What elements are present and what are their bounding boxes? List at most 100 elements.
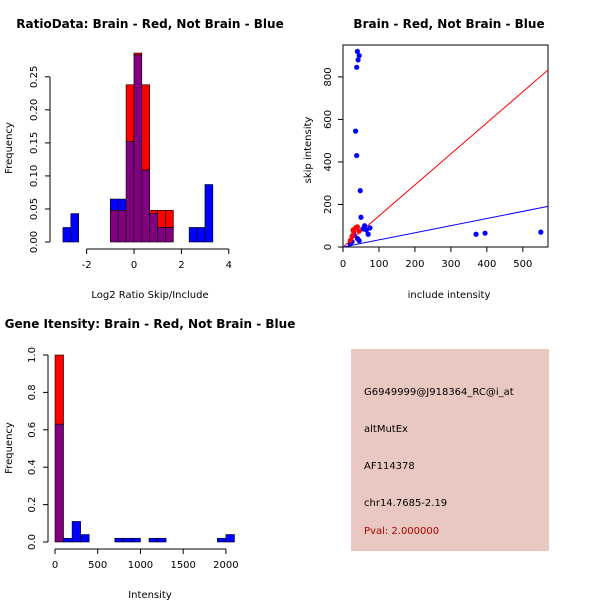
scatter-fit-line-red xyxy=(342,69,549,248)
scatter-point-blue xyxy=(365,231,371,237)
scatter-fit-line-blue xyxy=(342,205,549,248)
probe-id: G6949999@J918364_RC@i_at xyxy=(364,387,514,398)
intensity-bar xyxy=(80,534,90,543)
ratio-y-tick-label: 0.05 xyxy=(29,198,40,220)
ratio-y-tick-label: 0.25 xyxy=(29,66,40,88)
intensity-bar xyxy=(148,537,158,543)
ratio-bar xyxy=(70,213,80,243)
accession-id: AF114378 xyxy=(364,461,415,472)
ratio-bar xyxy=(204,184,214,243)
ratio-bar-overlap xyxy=(117,209,127,243)
ratio-bar xyxy=(149,209,158,214)
ratio-bar xyxy=(62,227,72,243)
scatter-point-red xyxy=(351,229,357,235)
scatter-point-blue xyxy=(367,225,373,231)
ratio-y-tick-label: 0.00 xyxy=(29,231,40,253)
intensity-y-tick-label: 0.8 xyxy=(27,384,38,400)
intensity-bar xyxy=(114,537,124,543)
scatter-y-tick-label: 200 xyxy=(323,195,334,214)
scatter-y-tick-label: 400 xyxy=(323,152,334,171)
scatter-x-tick-label: 300 xyxy=(441,259,460,270)
scatter-point-red xyxy=(347,238,353,244)
ratio-bar-overlap xyxy=(125,141,135,243)
scatter-y-tick-label: 0 xyxy=(323,244,334,250)
intensity-bar xyxy=(63,537,73,543)
ratio-bar xyxy=(188,227,198,243)
scatter-point-red xyxy=(354,224,360,230)
intensity-y-tick-label: 0.4 xyxy=(27,459,38,475)
scatter-x-tick-label: 100 xyxy=(369,259,388,270)
intensity-x-tick-label: 1000 xyxy=(128,560,153,571)
ratio-bar xyxy=(157,209,166,228)
event-type: altMutEx xyxy=(364,424,408,435)
intensity-bar xyxy=(217,537,227,543)
ratio-x-tick-label: 2 xyxy=(178,260,184,271)
ratio-bar-overlap xyxy=(149,213,158,243)
scatter-point-blue xyxy=(357,188,363,194)
scatter-ylabel: skip intensity xyxy=(303,117,314,184)
intensity-scatter: Brain - Red, Not Brain - Blue include in… xyxy=(303,17,549,301)
ratio-bar xyxy=(165,209,174,228)
ratio-bar xyxy=(117,198,127,211)
intensity-y-tick-label: 0.0 xyxy=(27,534,38,550)
ratio-bar-overlap xyxy=(109,209,119,243)
scatter-xlabel: include intensity xyxy=(408,290,491,301)
scatter-point-blue xyxy=(473,231,479,237)
ratio-histogram-xlabel: Log2 Ratio Skip/Include xyxy=(91,290,208,301)
scatter-point-blue xyxy=(354,152,360,159)
intensity-bar xyxy=(54,354,64,425)
intensity-y-tick-label: 0.2 xyxy=(27,497,38,513)
intensity-bar xyxy=(71,521,81,543)
ratio-histogram-title: RatioData: Brain - Red, Not Brain - Blue xyxy=(16,17,283,31)
ratio-y-tick-label: 0.20 xyxy=(29,99,40,121)
scatter-x-tick-label: 400 xyxy=(477,259,496,270)
ratio-bar-overlap xyxy=(157,227,166,243)
ratio-x-tick-label: 0 xyxy=(131,260,137,271)
ratio-y-tick-label: 0.10 xyxy=(29,165,40,187)
ratio-x-tick-label: 4 xyxy=(226,260,232,271)
scatter-point-blue xyxy=(354,64,360,70)
intensity-bar xyxy=(131,537,141,543)
ratio-bar-overlap xyxy=(165,227,174,243)
intensity-bar xyxy=(123,537,133,543)
scatter-point-blue xyxy=(538,229,544,235)
intensity-x-tick-label: 0 xyxy=(52,560,58,571)
ratio-bar-overlap xyxy=(133,54,143,243)
ratio-histogram: RatioData: Brain - Red, Not Brain - Blue… xyxy=(4,17,284,301)
scatter-point-red xyxy=(356,228,362,234)
scatter-point-blue xyxy=(355,57,361,63)
scatter-point-blue xyxy=(352,128,359,134)
ratio-bar xyxy=(109,198,119,211)
ratio-bar xyxy=(141,84,151,171)
genomic-location: chr14.7685-2.19 xyxy=(364,498,448,509)
intensity-x-tick-label: 2000 xyxy=(213,560,238,571)
ratio-bar xyxy=(125,84,135,142)
scatter-point-blue xyxy=(356,238,362,244)
ratio-x-tick-label: -2 xyxy=(82,260,92,271)
scatter-x-tick-label: 0 xyxy=(340,259,346,270)
intensity-bar-overlap xyxy=(54,423,64,543)
ratio-histogram-ylabel: Frequency xyxy=(4,122,15,174)
ratio-bar xyxy=(196,227,206,243)
probe-info-panel: G6949999@J918364_RC@i_at altMutEx AF1143… xyxy=(351,349,549,551)
intensity-bar xyxy=(225,534,235,543)
scatter-plot-frame xyxy=(342,44,549,248)
gene-intensity-xlabel: Intensity xyxy=(128,590,172,600)
scatter-point-blue xyxy=(356,53,362,59)
ratio-bar-overlap xyxy=(141,169,151,243)
ratio-y-tick-label: 0.15 xyxy=(29,132,40,154)
intensity-bar xyxy=(157,537,167,543)
intensity-y-tick-label: 1.0 xyxy=(27,347,38,363)
scatter-title: Brain - Red, Not Brain - Blue xyxy=(353,17,544,31)
scatter-point-blue xyxy=(358,214,364,220)
scatter-y-tick-label: 800 xyxy=(323,67,334,86)
gene-intensity-histogram: Gene Itensity: Brain - Red, Not Brain - … xyxy=(4,317,295,600)
intensity-x-tick-label: 500 xyxy=(88,560,107,571)
gene-intensity-title: Gene Itensity: Brain - Red, Not Brain - … xyxy=(5,317,296,331)
scatter-point-red xyxy=(349,233,355,239)
intensity-y-tick-label: 0.6 xyxy=(27,422,38,438)
p-value: Pval: 2.000000 xyxy=(364,526,440,537)
scatter-x-tick-label: 500 xyxy=(513,259,532,270)
scatter-y-tick-label: 600 xyxy=(323,110,334,129)
